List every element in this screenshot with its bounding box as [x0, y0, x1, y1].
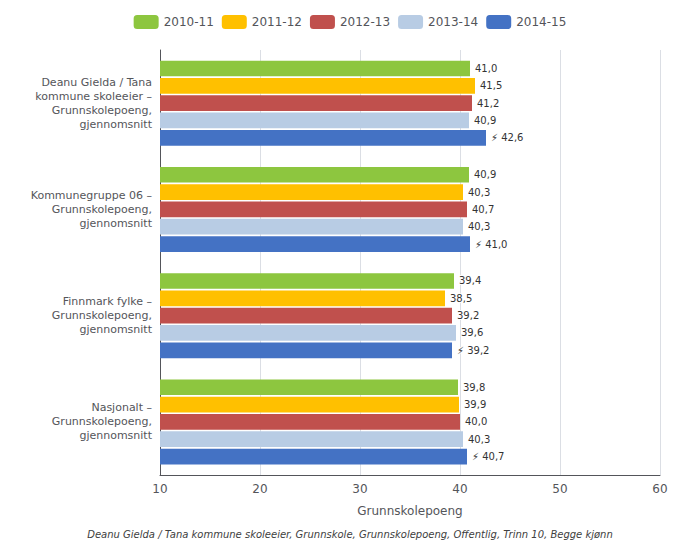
svg-text:30: 30 [352, 482, 367, 496]
svg-text:2010-11: 2010-11 [164, 15, 214, 29]
svg-text:Grunnskolepoeng,: Grunnskolepoeng, [52, 309, 152, 322]
svg-text:gjennomsnitt: gjennomsnitt [79, 429, 152, 442]
svg-text:2011-12: 2011-12 [252, 15, 302, 29]
svg-text:Grunnskolepoeng,: Grunnskolepoeng, [52, 104, 152, 117]
svg-text:60: 60 [652, 482, 667, 496]
svg-text:gjennomsnitt: gjennomsnitt [79, 323, 152, 336]
svg-text:2012-13: 2012-13 [340, 15, 390, 29]
svg-text:2013-14: 2013-14 [428, 15, 478, 29]
svg-text:20: 20 [252, 482, 267, 496]
svg-text:39,9: 39,9 [464, 399, 486, 410]
svg-text:41,0: 41,0 [475, 63, 497, 74]
svg-text:Deanu Gielda / Tana kommune sk: Deanu Gielda / Tana kommune skoleeier, G… [87, 529, 613, 540]
svg-text:40,9: 40,9 [474, 115, 496, 126]
svg-text:⚡ 42,6: ⚡ 42,6 [491, 132, 523, 143]
svg-text:gjennomsnitt: gjennomsnitt [79, 118, 152, 131]
svg-text:39,8: 39,8 [463, 382, 485, 393]
svg-text:⚡ 41,0: ⚡ 41,0 [475, 239, 507, 250]
svg-text:2014-15: 2014-15 [516, 15, 566, 29]
svg-text:kommune skoleeier –: kommune skoleeier – [35, 90, 152, 103]
svg-text:Kommunegruppe 06 –: Kommunegruppe 06 – [31, 189, 152, 202]
svg-text:39,2: 39,2 [457, 310, 479, 321]
svg-text:Grunnskolepoeng,: Grunnskolepoeng, [52, 415, 152, 428]
svg-text:Grunnskolepoeng: Grunnskolepoeng [357, 504, 462, 518]
svg-text:40,3: 40,3 [468, 434, 490, 445]
svg-text:⚡ 40,7: ⚡ 40,7 [472, 451, 504, 462]
svg-text:Grunnskolepoeng,: Grunnskolepoeng, [52, 203, 152, 216]
svg-text:40,9: 40,9 [474, 169, 496, 180]
svg-text:⚡ 39,2: ⚡ 39,2 [457, 345, 489, 356]
svg-text:40: 40 [452, 482, 467, 496]
svg-text:38,5: 38,5 [450, 293, 472, 304]
svg-text:gjennomsnitt: gjennomsnitt [79, 217, 152, 230]
svg-text:41,2: 41,2 [477, 98, 499, 109]
svg-text:41,5: 41,5 [480, 80, 502, 91]
svg-text:39,4: 39,4 [459, 275, 481, 286]
svg-text:40,3: 40,3 [468, 187, 490, 198]
svg-text:40,7: 40,7 [472, 204, 494, 215]
svg-text:Deanu Gielda / Tana: Deanu Gielda / Tana [41, 76, 152, 89]
svg-text:39,6: 39,6 [461, 327, 483, 338]
svg-text:40,0: 40,0 [465, 416, 487, 427]
svg-text:50: 50 [552, 482, 567, 496]
svg-text:Nasjonalt –: Nasjonalt – [91, 401, 152, 414]
svg-text:Finnmark fylke –: Finnmark fylke – [63, 295, 152, 308]
svg-text:10: 10 [152, 482, 167, 496]
svg-text:40,3: 40,3 [468, 221, 490, 232]
